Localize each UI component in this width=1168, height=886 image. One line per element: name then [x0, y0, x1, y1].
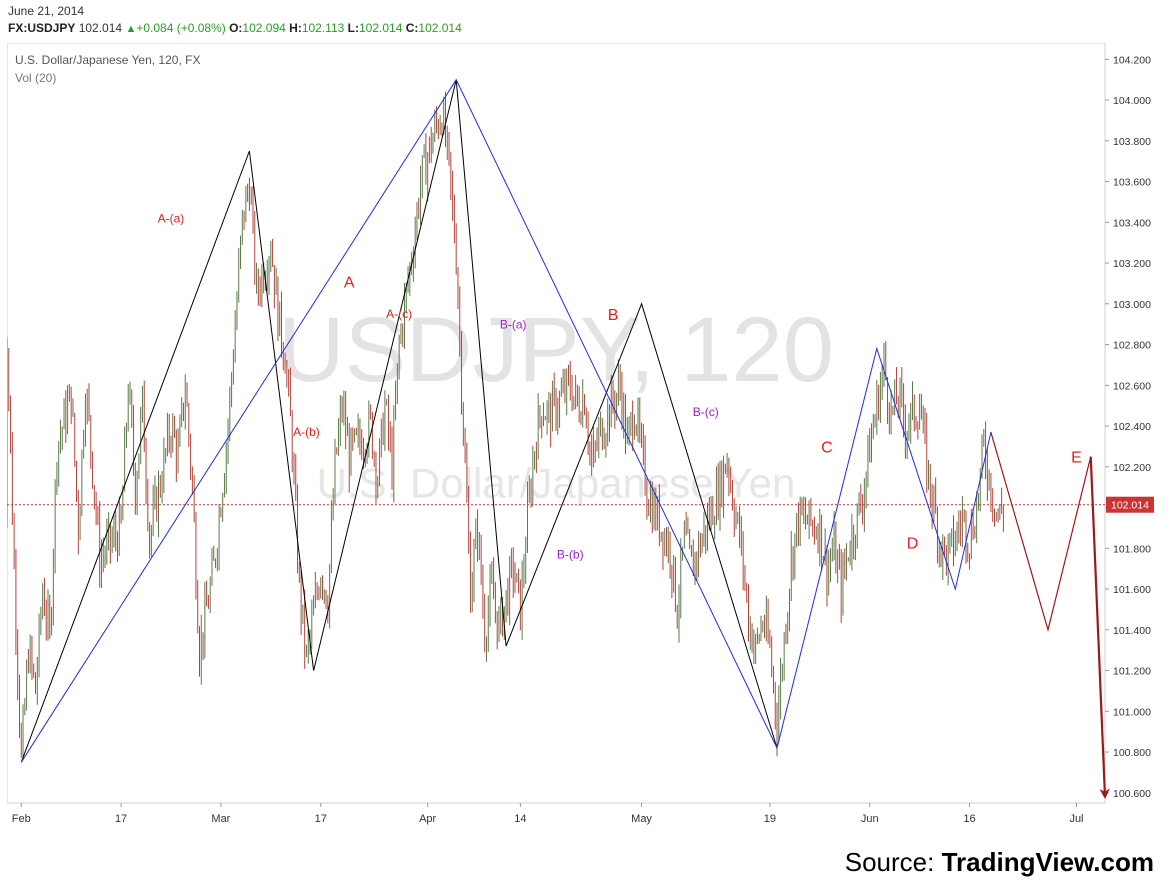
up-arrow-icon: ▲: [125, 23, 137, 35]
wave-label: B-(a): [500, 317, 527, 331]
y-tick-label: 102.200: [1113, 462, 1151, 474]
open-value: 102.094: [242, 21, 286, 35]
wave-label: B-(b): [557, 547, 584, 561]
high-value: 102.113: [301, 21, 345, 35]
y-tick-label: 102.400: [1113, 421, 1151, 433]
watermark-name: U.S. Dollar/Japanese Yen: [317, 459, 796, 506]
y-tick-label: 102.800: [1113, 340, 1151, 352]
wave-label: A: [344, 275, 355, 292]
y-tick-label: 101.000: [1113, 706, 1151, 718]
x-tick-label: 14: [514, 813, 526, 825]
current-price-badge: [1106, 496, 1154, 513]
chart-date: June 21, 2014: [8, 4, 85, 18]
y-tick-label: 102.600: [1113, 380, 1151, 392]
x-tick-label: 19: [764, 813, 776, 825]
last-price: 102.014: [78, 21, 123, 35]
projection-arrow: [1089, 456, 1110, 799]
chart-subtitle: Vol (20): [15, 71, 56, 85]
x-tick-label: 16: [963, 813, 975, 825]
watermark-symbol: USDJPY, 120: [278, 299, 834, 401]
current-price-label: 102.014: [1111, 500, 1149, 512]
x-tick-label: Jun: [861, 813, 879, 825]
wave-label: B-(c): [693, 405, 719, 419]
y-tick-label: 101.400: [1113, 625, 1151, 637]
wave-label: B: [608, 307, 619, 324]
price-chart[interactable]: USDJPY, 120 U.S. Dollar/Japanese Yen U.S. …: [7, 43, 1162, 831]
y-tick-label: 100.800: [1113, 747, 1151, 759]
y-tick-label: 104.000: [1113, 95, 1151, 107]
x-tick-label: Feb: [12, 813, 31, 825]
price-change: +0.084 (+0.08%): [136, 21, 226, 35]
x-tick-label: Jul: [1069, 813, 1083, 825]
low-value: 102.014: [359, 21, 403, 35]
quote-line: FX:USDJPY 102.014 ▲+0.084 (+0.08%) O:102…: [8, 21, 462, 35]
symbol[interactable]: FX:USDJPY: [8, 21, 76, 35]
wave-label: A-(b): [293, 425, 320, 439]
x-tick-label: 17: [315, 813, 327, 825]
source-prefix: Source:: [844, 847, 935, 877]
low-label: L:: [347, 21, 359, 35]
y-tick-label: 103.400: [1113, 217, 1151, 229]
wave-label: A-(a): [158, 211, 185, 225]
y-tick-label: 100.600: [1113, 788, 1151, 800]
wave-label: C: [821, 440, 833, 457]
x-tick-label: 17: [115, 813, 127, 825]
x-tick-label: Mar: [211, 813, 230, 825]
x-tick-label: Apr: [419, 813, 436, 825]
source-brand: TradingView.com: [941, 847, 1154, 877]
high-label: H:: [289, 21, 302, 35]
wave-label: D: [907, 535, 919, 552]
wave-label: E: [1071, 450, 1082, 467]
y-tick-label: 103.000: [1113, 299, 1151, 311]
wave-label: A-(c): [386, 307, 412, 321]
y-tick-label: 101.800: [1113, 543, 1151, 555]
source-credit: Source: TradingView.com: [845, 847, 1154, 878]
y-tick-label: 103.600: [1113, 177, 1151, 189]
wave-line-blue: [20, 78, 992, 763]
y-tick-label: 103.800: [1113, 136, 1151, 148]
x-tick-label: May: [631, 813, 652, 825]
chart-title: U.S. Dollar/Japanese Yen, 120, FX: [15, 53, 200, 67]
close-label: C:: [405, 21, 419, 35]
y-tick-label: 101.600: [1113, 584, 1151, 596]
y-tick-label: 101.200: [1113, 666, 1151, 678]
y-tick-label: 103.200: [1113, 258, 1151, 270]
open-label: O:: [229, 21, 243, 35]
close-value: 102.014: [418, 21, 462, 35]
y-tick-label: 104.200: [1113, 54, 1151, 66]
